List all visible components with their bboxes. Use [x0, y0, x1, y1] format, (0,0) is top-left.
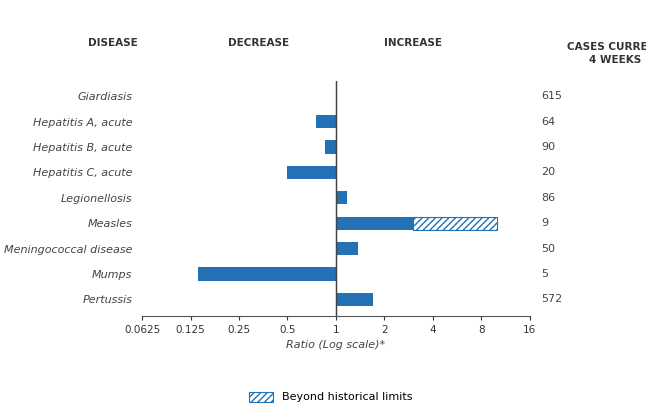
- Text: DECREASE: DECREASE: [228, 38, 289, 48]
- Bar: [336, 242, 359, 255]
- Bar: [336, 191, 348, 205]
- Text: 9: 9: [541, 218, 548, 228]
- Text: 20: 20: [541, 167, 555, 177]
- Text: 64: 64: [541, 117, 555, 127]
- Bar: [336, 217, 413, 230]
- Bar: [287, 166, 336, 179]
- Legend: Beyond historical limits: Beyond historical limits: [245, 387, 417, 405]
- Text: 90: 90: [541, 142, 555, 152]
- Text: DISEASE: DISEASE: [89, 38, 138, 48]
- Text: 615: 615: [541, 91, 562, 101]
- Bar: [324, 141, 336, 153]
- X-axis label: Ratio (Log scale)*: Ratio (Log scale)*: [286, 341, 386, 350]
- Text: 50: 50: [541, 243, 555, 254]
- Bar: [198, 267, 336, 281]
- Bar: [413, 217, 497, 230]
- Bar: [316, 115, 336, 128]
- Text: 572: 572: [541, 294, 562, 305]
- Text: 86: 86: [541, 193, 555, 203]
- Text: 5: 5: [541, 269, 548, 279]
- Bar: [336, 293, 373, 306]
- Text: INCREASE: INCREASE: [384, 38, 443, 48]
- Text: CASES CURRENT
4 WEEKS: CASES CURRENT 4 WEEKS: [567, 42, 646, 64]
